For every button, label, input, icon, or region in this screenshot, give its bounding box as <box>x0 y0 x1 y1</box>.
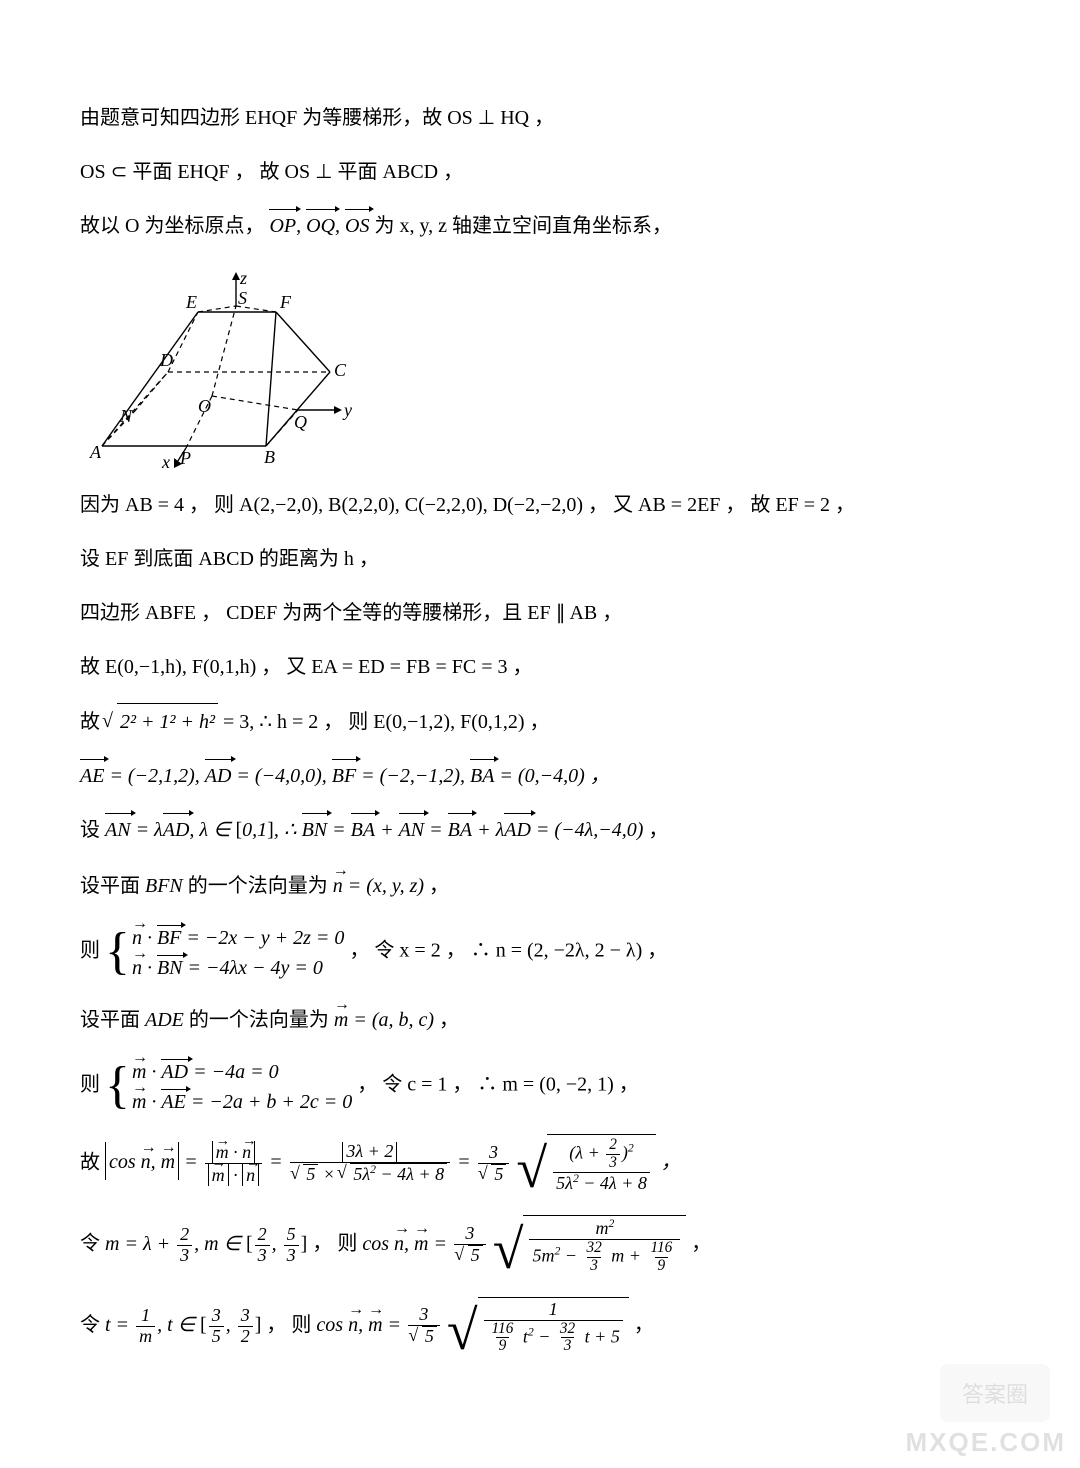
text-line-8: 故 2² + 1² + h² = 3, ∴ h = 2 ， 则 E(0,−1,2… <box>80 703 1000 740</box>
substitution-m: 令 m = λ + 23, m ∈ [23, 53] ， 则 cos n, m … <box>80 1215 1000 1274</box>
svg-text:S: S <box>238 288 247 308</box>
svg-text:C: C <box>334 360 347 380</box>
line7: 故 E(0,−1,h), F(0,1,h) ， 又 EA = ED = FB =… <box>80 656 533 678</box>
watermark-main-text: MXQE.COM <box>906 1427 1066 1457</box>
l15-pre: 故 <box>80 1151 100 1173</box>
line3a: 故以 O 为坐标原点， <box>80 215 269 237</box>
sys2-pre: 则 <box>80 1074 100 1096</box>
watermark-badge: 答案圈 <box>940 1364 1050 1422</box>
line3b: 为 x, y, z 轴建立空间直角坐标系， <box>374 215 672 237</box>
system-2: 则 { m · AD = −4a = 0 m · AE = −2a + b + … <box>80 1056 1000 1116</box>
svg-text:P: P <box>179 448 191 468</box>
watermark-badge-text: 答案圈 <box>962 1377 1028 1409</box>
svg-text:N: N <box>119 406 133 426</box>
text-line-6: 四边形 ABFE ， CDEF 为两个全等的等腰梯形，且 EF ∥ AB ， <box>80 595 1000 631</box>
text-line-3: 故以 O 为坐标原点， OP, OQ, OS 为 x, y, z 轴建立空间直角… <box>80 208 1000 244</box>
substitution-t: 令 t = 1m, t ∈ [35, 32] ， 则 cos n, m = 35… <box>80 1297 1000 1355</box>
text-line-9: AE = (−2,1,2), AD = (−4,0,0), BF = (−2,−… <box>80 758 1000 794</box>
text-line-5: 设 EF 到底面 ABCD 的距离为 h ， <box>80 541 1000 577</box>
svg-text:D: D <box>159 350 173 370</box>
line8-sqrt: 2² + 1² + h² <box>117 703 218 740</box>
text-line-4: 因为 AB = 4 ， 则 A(2,−2,0), B(2,2,0), C(−2,… <box>80 487 1000 523</box>
svg-text:F: F <box>279 292 292 312</box>
svg-text:A: A <box>89 442 102 462</box>
line2-text: OS ⊂ 平面 EHQF ， 故 OS ⊥ 平面 ABCD ， <box>80 161 463 183</box>
svg-text:x: x <box>161 452 170 468</box>
svg-text:B: B <box>264 447 275 467</box>
text-line-7: 故 E(0,−1,h), F(0,1,h) ， 又 EA = ED = FB =… <box>80 649 1000 685</box>
line5: 设 EF 到底面 ABCD 的距离为 h ， <box>80 548 379 570</box>
sys2-post: ， 令 c = 1 ， ∴ m = (0, −2, 1) ， <box>357 1074 639 1096</box>
line6: 四边形 ABFE ， CDEF 为两个全等的等腰梯形，且 EF ∥ AB ， <box>80 602 622 624</box>
watermark-main: MXQE.COM <box>906 1427 1066 1458</box>
text-line-1: 由题意可知四边形 EHQF 为等腰梯形，故 OS ⊥ HQ ， <box>80 100 1000 136</box>
text-line-10: 设 AN = λAD, λ ∈ [0,1], ∴ BN = BA + AN = … <box>80 812 1000 848</box>
sys1-post: ， 令 x = 2 ， ∴ n = (2, −2λ, 2 − λ) ， <box>349 940 667 962</box>
text-line-13: 设平面 ADE 的一个法向量为 m = (a, b, c) ， <box>80 1000 1000 1038</box>
text-line-11: 设平面 BFN 的一个法向量为 n = (x, y, z) ， <box>80 866 1000 904</box>
line1-text: 由题意可知四边形 EHQF 为等腰梯形，故 OS ⊥ HQ ， <box>80 107 554 129</box>
svg-text:Q: Q <box>294 412 307 432</box>
svg-text:E: E <box>185 292 197 312</box>
line8b: = 3, ∴ h = 2 ， 则 E(0,−1,2), F(0,1,2) ， <box>223 711 550 733</box>
svg-text:z: z <box>239 268 247 288</box>
text-line-2: OS ⊂ 平面 EHQF ， 故 OS ⊥ 平面 ABCD ， <box>80 154 1000 190</box>
sys1-pre: 则 <box>80 940 100 962</box>
cos-expansion: 故 cos n, m = m · n m · n = 3λ + 2 5 × 5λ… <box>80 1134 1000 1193</box>
line4: 因为 AB = 4 ， 则 A(2,−2,0), B(2,2,0), C(−2,… <box>80 494 855 516</box>
svg-text:y: y <box>342 400 352 420</box>
svg-text:O: O <box>198 396 211 416</box>
geometry-diagram: A B C D E F N O P Q S z x y <box>80 268 380 468</box>
system-1: 则 { n · BF = −2x − y + 2z = 0 n · BN = −… <box>80 922 1000 982</box>
